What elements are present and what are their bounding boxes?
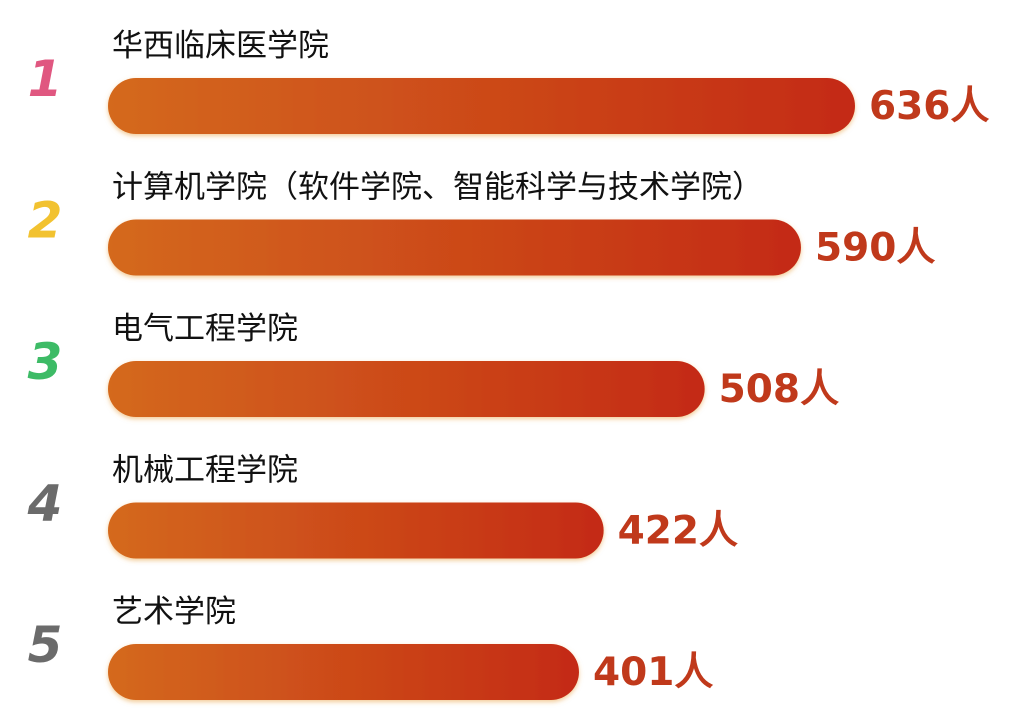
value-label: 422人 (618, 509, 738, 554)
rank-number: 4 (27, 475, 63, 533)
rank-number: 3 (28, 333, 63, 391)
chart-rows: 1 华西临床医学院 636人 2 计算机学院（软件学院、智能科学与技术学院） 590人 3 电… (27, 28, 989, 700)
value-label: 401人 (593, 650, 713, 695)
category-label: 艺术学院 (112, 594, 236, 630)
bar (108, 361, 705, 417)
bar (108, 219, 801, 276)
value-label: 508人 (719, 367, 839, 412)
category-label: 机械工程学院 (112, 453, 298, 489)
value-label: 590人 (815, 226, 935, 271)
bar (108, 78, 855, 134)
rank-number: 2 (28, 192, 63, 250)
bar (108, 644, 579, 700)
rank-number: 5 (28, 616, 63, 674)
rank-number: 1 (28, 50, 63, 108)
category-label: 华西临床医学院 (112, 28, 329, 64)
bar (108, 502, 604, 559)
value-label: 636人 (869, 84, 989, 129)
category-label: 计算机学院（软件学院、智能科学与技术学院） (112, 170, 763, 206)
category-label: 电气工程学院 (112, 311, 298, 347)
